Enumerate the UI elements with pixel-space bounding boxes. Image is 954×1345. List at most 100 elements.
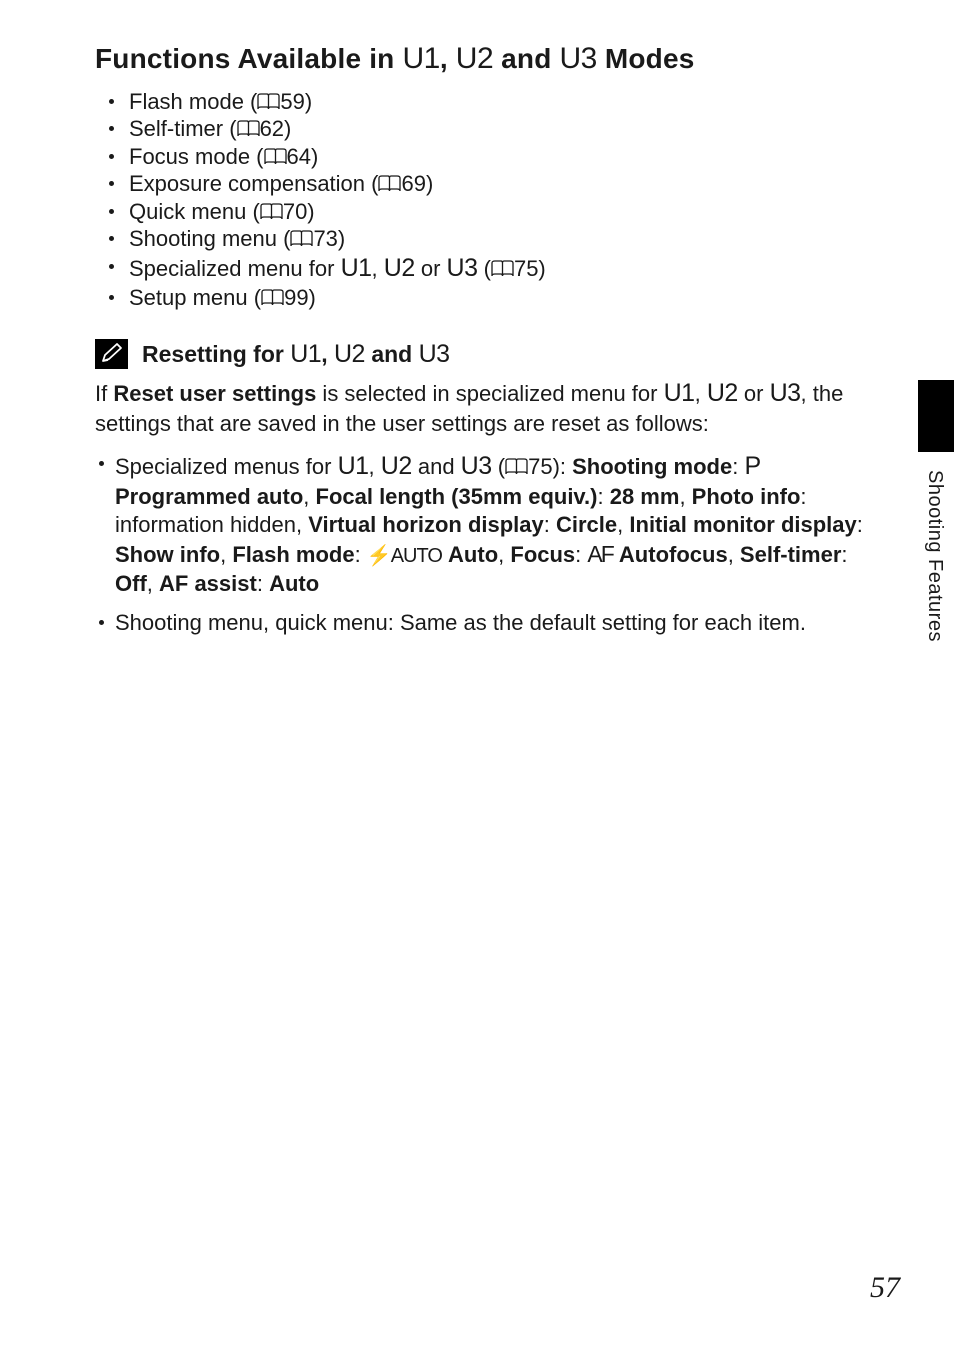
sep: : xyxy=(544,512,556,537)
setting-value: 28 mm xyxy=(610,484,680,509)
heading-mid: and xyxy=(493,43,559,74)
open-paren: ( xyxy=(492,454,505,479)
page-ref-icon xyxy=(505,458,528,476)
page-ref-icon xyxy=(290,230,313,248)
note-title: Resetting for U1, U2 and U3 xyxy=(142,340,450,369)
list-item: Setup menu ( 99) xyxy=(103,284,904,312)
sep: : xyxy=(732,454,744,479)
sep: and xyxy=(412,454,461,479)
u1-glyph: U1 xyxy=(341,254,372,282)
setting-name: Virtual horizon display xyxy=(308,512,544,537)
setting-value: Circle xyxy=(556,512,617,537)
func-label: Setup menu ( xyxy=(129,285,261,310)
page-ref-icon xyxy=(260,203,283,221)
sep: , xyxy=(147,571,159,596)
sep: : xyxy=(355,542,367,567)
sep: : xyxy=(857,512,863,537)
setting-name: Flash mode xyxy=(232,542,354,567)
reset-user-settings-label: Reset user settings xyxy=(113,381,316,406)
u3-glyph: U3 xyxy=(461,452,492,480)
pencil-icon xyxy=(95,339,128,369)
sep: or xyxy=(738,381,770,406)
page-ref: 69) xyxy=(401,171,433,196)
u1-glyph: U1 xyxy=(664,379,695,407)
page-ref: 59) xyxy=(280,89,312,114)
page-ref: 99) xyxy=(284,285,316,310)
page-ref-icon xyxy=(491,260,514,278)
text: is selected in specialized menu for xyxy=(316,381,663,406)
sep: : xyxy=(257,571,269,596)
text: Shooting menu, quick menu: Same as the d… xyxy=(115,610,806,635)
setting-value: Autofocus xyxy=(619,542,728,567)
sep: , xyxy=(617,512,629,537)
page-ref: 75): xyxy=(528,454,572,479)
section-label: Shooting Features xyxy=(923,470,946,642)
sep: , xyxy=(369,454,381,479)
text: Specialized menus for xyxy=(115,454,338,479)
u2-glyph: U2 xyxy=(334,340,365,368)
func-label: Self-timer ( xyxy=(129,116,237,141)
list-item: Specialized menu for U1, U2 or U3 (75) xyxy=(103,253,904,284)
page-ref-icon xyxy=(257,93,280,111)
list-item: Exposure compensation ( 69) xyxy=(103,170,904,198)
setting-value: Show info xyxy=(115,542,220,567)
sep: , xyxy=(372,256,384,281)
u1-glyph: U1 xyxy=(338,452,369,480)
flash-auto-glyph: ⚡AUTO xyxy=(367,545,442,567)
page-ref-icon xyxy=(378,175,401,193)
page-ref-icon xyxy=(237,120,260,138)
p-mode-glyph: P xyxy=(744,452,761,480)
open-paren: ( xyxy=(478,256,491,281)
note-paragraph: If Reset user settings is selected in sp… xyxy=(95,377,904,438)
sep: and xyxy=(365,341,419,367)
section-marker xyxy=(918,380,954,452)
u3-glyph: U3 xyxy=(770,379,801,407)
u2-glyph: U2 xyxy=(456,42,493,75)
setting-value: Auto xyxy=(269,571,319,596)
setting-name: Initial monitor display xyxy=(629,512,856,537)
sep: , xyxy=(679,484,691,509)
list-item: Quick menu ( 70) xyxy=(103,198,904,226)
page-ref: 62) xyxy=(260,116,292,141)
sep: , xyxy=(303,484,315,509)
func-label: Specialized menu for xyxy=(129,256,341,281)
page-ref: 75) xyxy=(514,256,546,281)
func-label: Exposure compensation ( xyxy=(129,171,378,196)
setting-name: Focal length (35mm equiv.) xyxy=(316,484,598,509)
reset-list: Specialized menus for U1, U2 and U3 (75)… xyxy=(97,450,904,637)
list-item: Focus mode (64) xyxy=(103,143,904,171)
af-glyph: AF xyxy=(587,541,612,567)
page-ref-icon xyxy=(264,148,287,166)
page-number: 57 xyxy=(870,1271,900,1305)
u2-glyph: U2 xyxy=(707,379,738,407)
sep: , xyxy=(695,381,707,406)
list-item: Specialized menus for U1, U2 and U3 (75)… xyxy=(97,450,864,598)
sep: : xyxy=(597,484,609,509)
list-item: Shooting menu (73) xyxy=(103,225,904,253)
u3-glyph: U3 xyxy=(560,42,597,75)
sep: , xyxy=(498,542,510,567)
func-label: Focus mode ( xyxy=(129,144,264,169)
setting-name: Self-timer xyxy=(740,542,841,567)
list-item: Shooting menu, quick menu: Same as the d… xyxy=(97,609,864,638)
sep: , xyxy=(728,542,740,567)
list-item: Flash mode (59) xyxy=(103,88,904,116)
func-label: Quick menu ( xyxy=(129,199,260,224)
list-item: Self-timer ( 62) xyxy=(103,115,904,143)
note-header: Resetting for U1, U2 and U3 xyxy=(95,339,904,369)
sep: or xyxy=(415,256,447,281)
setting-name: AF assist xyxy=(159,571,257,596)
setting-name: Shooting mode xyxy=(572,454,732,479)
setting-name: Focus xyxy=(510,542,575,567)
setting-value: Auto xyxy=(448,542,498,567)
sep: : xyxy=(841,542,847,567)
page-ref: 70) xyxy=(283,199,315,224)
setting-value: Programmed auto xyxy=(115,484,303,509)
functions-list: Flash mode (59) Self-timer ( 62) Focus mo… xyxy=(103,88,904,312)
u3-glyph: U3 xyxy=(447,254,478,282)
func-label: Shooting menu ( xyxy=(129,226,290,251)
u2-glyph: U2 xyxy=(384,254,415,282)
side-tab: Shooting Features xyxy=(906,380,954,720)
manual-page: Functions Available in U1, U2 and U3 Mod… xyxy=(0,0,954,1345)
heading-prefix: Functions Available in xyxy=(95,43,402,74)
